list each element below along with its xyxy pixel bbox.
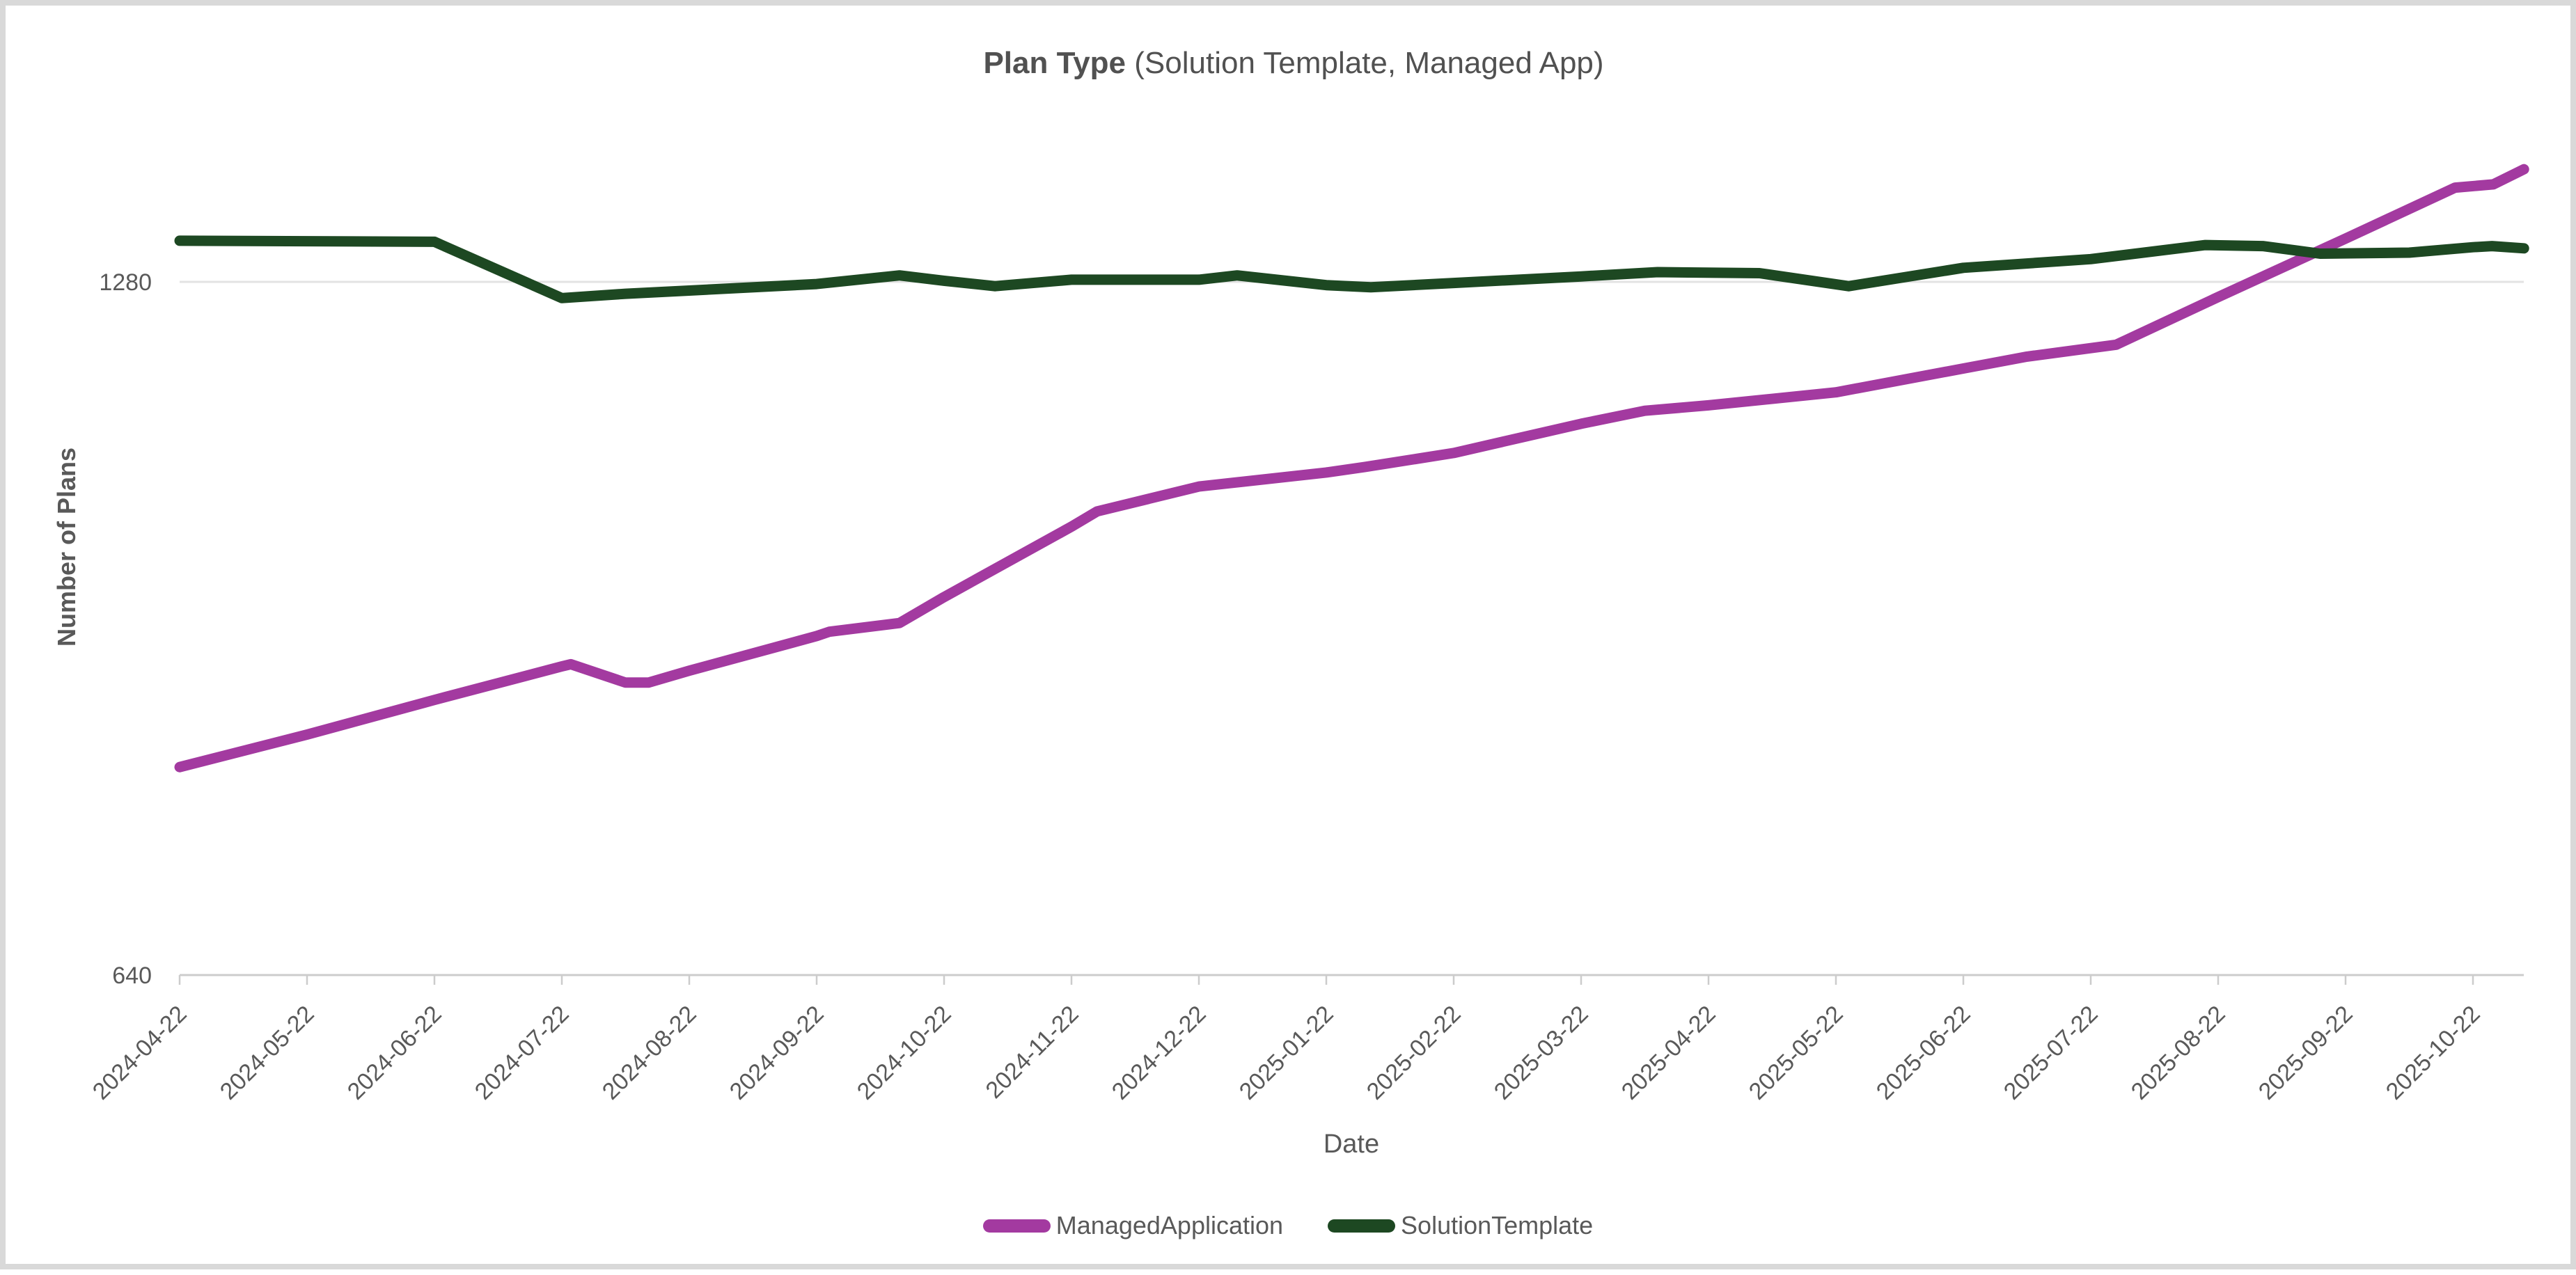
legend: ManagedApplication SolutionTemplate <box>6 1213 2570 1238</box>
x-axis-title: Date <box>1324 1130 1379 1159</box>
legend-swatch <box>982 1219 1051 1233</box>
legend-swatch <box>1328 1219 1396 1233</box>
x-tick-label: 2024-04-22 <box>88 1001 192 1105</box>
x-tick-label: 2025-09-22 <box>2254 1001 2358 1105</box>
y-tick-label-640: 640 <box>112 963 152 989</box>
chart-title-regular: (Solution Template, Managed App) <box>1126 46 1604 80</box>
y-tick-label-1280: 1280 <box>99 269 152 296</box>
x-tick-label: 2025-03-22 <box>1489 1001 1594 1105</box>
x-tick-label: 2025-01-22 <box>1234 1001 1339 1105</box>
x-tick-label: 2025-06-22 <box>1871 1001 1976 1105</box>
x-tick-label: 2025-07-22 <box>1999 1001 2103 1105</box>
x-tick-label: 2024-10-22 <box>852 1001 957 1105</box>
x-tick-label: 2025-08-22 <box>2126 1001 2231 1105</box>
legend-item-ManagedApplication[interactable]: ManagedApplication <box>982 1211 1284 1240</box>
chart-title-bold: Plan Type <box>983 46 1126 80</box>
chart-canvas: Plan Type (Solution Template, Managed Ap… <box>52 46 2529 1159</box>
x-tick-label: 2024-06-22 <box>343 1001 447 1105</box>
x-tick-label: 2025-10-22 <box>2381 1001 2485 1105</box>
legend-item-SolutionTemplate[interactable]: SolutionTemplate <box>1328 1213 1593 1238</box>
x-tick-label: 2024-11-22 <box>981 1001 1084 1104</box>
legend-item-label: SolutionTemplate <box>1401 1211 1594 1240</box>
x-tick-label: 2024-07-22 <box>470 1001 574 1105</box>
legend-item-label: ManagedApplication <box>1055 1211 1284 1240</box>
x-tick-label: 2025-02-22 <box>1362 1001 1466 1105</box>
x-tick-label: 2024-12-22 <box>1107 1001 1211 1105</box>
x-tick-label: 2024-09-22 <box>725 1001 829 1105</box>
x-tick-label: 2025-05-22 <box>1744 1001 1848 1105</box>
series-line-ManagedApplication <box>174 164 2529 773</box>
x-tick-label: 2024-05-22 <box>215 1001 320 1105</box>
chart-title: Plan Type (Solution Template, Managed Ap… <box>983 46 1603 80</box>
y-axis-title: Number of Plans <box>52 448 81 647</box>
series-layer <box>174 164 2529 773</box>
series-line-SolutionTemplate <box>174 235 2529 303</box>
x-tick-label: 2024-08-22 <box>597 1001 702 1105</box>
x-tick-label: 2025-04-22 <box>1617 1001 1721 1105</box>
